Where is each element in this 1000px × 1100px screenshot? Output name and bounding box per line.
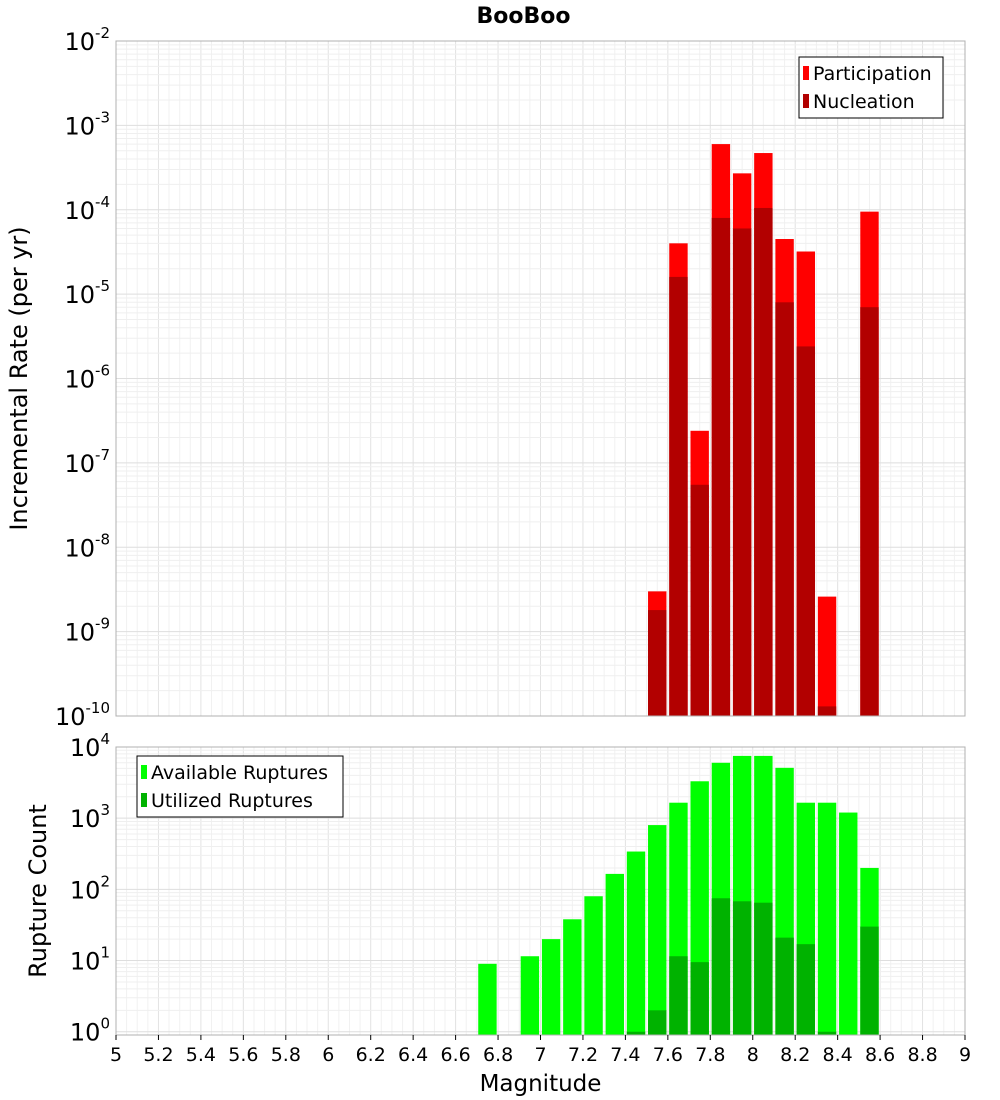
rate-panel: 10-10 10-9 10-8 10-7 10-6 10-5 10-4 10-3 10-2 Inc… (5, 4, 966, 731)
x-tick-label: 5.8 (271, 1044, 301, 1066)
bar (817, 1031, 837, 1035)
legend-label: Available Ruptures (151, 762, 328, 784)
x-tick-label: 5.2 (143, 1044, 173, 1066)
y-axis-label: Incremental Rate (per yr) (5, 226, 33, 530)
bar (648, 1010, 667, 1035)
y-tick-label: 10-10 (55, 699, 110, 731)
x-tick-label: 6.4 (398, 1044, 428, 1066)
bar (796, 346, 816, 716)
legend-swatch (803, 94, 809, 108)
bar (860, 926, 879, 1035)
bar (690, 484, 709, 716)
legend-box (136, 755, 344, 818)
bar (669, 276, 688, 716)
x-tick-label: 5.4 (186, 1044, 216, 1066)
bar (541, 939, 561, 1035)
bar (796, 944, 816, 1035)
x-tick-label: 7.8 (695, 1044, 725, 1066)
y-tick-label: 10-5 (64, 277, 110, 309)
x-tick-label: 7 (534, 1044, 546, 1066)
bar (711, 217, 731, 716)
x-tick-label: 8.4 (823, 1044, 853, 1066)
bar (817, 596, 837, 716)
y-tick-label: 10-7 (64, 446, 110, 478)
bar (478, 963, 497, 1035)
grid (115, 41, 966, 717)
legend-label: Nucleation (813, 91, 915, 113)
x-tick-label: 8 (747, 1044, 759, 1066)
bar (584, 896, 603, 1035)
x-tick-label: 6 (322, 1044, 334, 1066)
plot-frame (115, 40, 966, 717)
bar (520, 956, 540, 1035)
x-tick-label: 8.2 (780, 1044, 810, 1066)
bar (732, 901, 752, 1035)
x-tick-label: 8.6 (865, 1044, 895, 1066)
y-tick-label: 100 (70, 1015, 110, 1047)
bar (690, 962, 709, 1035)
legend-swatch (141, 765, 147, 779)
y-tick-label: 104 (70, 730, 110, 762)
bar (754, 207, 773, 716)
x-tick-label: 6.8 (483, 1044, 513, 1066)
y-axis-label: Rupture Count (24, 804, 52, 978)
y-tick-label: 10-2 (64, 24, 110, 56)
bar (754, 902, 773, 1035)
x-tick-label: 6.6 (440, 1044, 470, 1066)
count-panel: 100 101 102 103 104 Rupture Count 5 5.2 5.4 5.6 5.… (24, 730, 971, 1097)
chart-title: BooBoo (477, 4, 571, 29)
y-tick-label: 10-4 (64, 193, 110, 225)
bar (732, 228, 752, 716)
x-ticks: 5 5.2 5.4 5.6 5.8 6 6.2 6.4 6.6 6.8 7 7.2 7.4 7.6 7.8 8… (110, 1035, 971, 1066)
legend-swatch (141, 793, 147, 807)
bar (626, 1031, 646, 1035)
bar (648, 825, 667, 1035)
legend-label: Participation (813, 63, 932, 85)
x-tick-label: 7.6 (653, 1044, 683, 1066)
legend: Participation Nucleation (798, 56, 944, 119)
y-tick-label: 10-6 (64, 362, 110, 394)
x-tick-label: 7.2 (568, 1044, 598, 1066)
legend-swatch (803, 66, 809, 80)
y-tick-label: 10-3 (64, 108, 110, 140)
x-tick-label: 5 (110, 1044, 122, 1066)
x-tick-label: 9 (959, 1044, 971, 1066)
y-tick-label: 102 (70, 872, 110, 904)
bars (478, 755, 879, 1035)
bar (817, 802, 837, 1035)
bar (860, 307, 879, 716)
x-tick-label: 7.4 (610, 1044, 640, 1066)
bar (711, 898, 731, 1035)
x-tick-label: 6.2 (356, 1044, 386, 1066)
x-tick-label: 5.6 (228, 1044, 258, 1066)
y-tick-label: 10-9 (64, 615, 110, 647)
bar (648, 610, 667, 716)
x-tick-label: 8.8 (907, 1044, 937, 1066)
legend: Available Ruptures Utilized Ruptures (136, 755, 344, 818)
y-tick-label: 103 (70, 801, 110, 833)
bar (775, 302, 794, 716)
bars (648, 144, 879, 717)
bar (605, 873, 624, 1035)
bar (839, 812, 858, 1035)
bar (626, 851, 646, 1035)
bar (817, 706, 837, 716)
y-tick-label: 101 (70, 944, 110, 976)
bar (669, 956, 688, 1035)
bar (775, 937, 794, 1035)
y-tick-label: 10-8 (64, 530, 110, 562)
legend-label: Utilized Ruptures (151, 790, 313, 812)
bar (563, 919, 582, 1035)
x-axis-label: Magnitude (480, 1071, 602, 1097)
legend-box (798, 56, 944, 119)
